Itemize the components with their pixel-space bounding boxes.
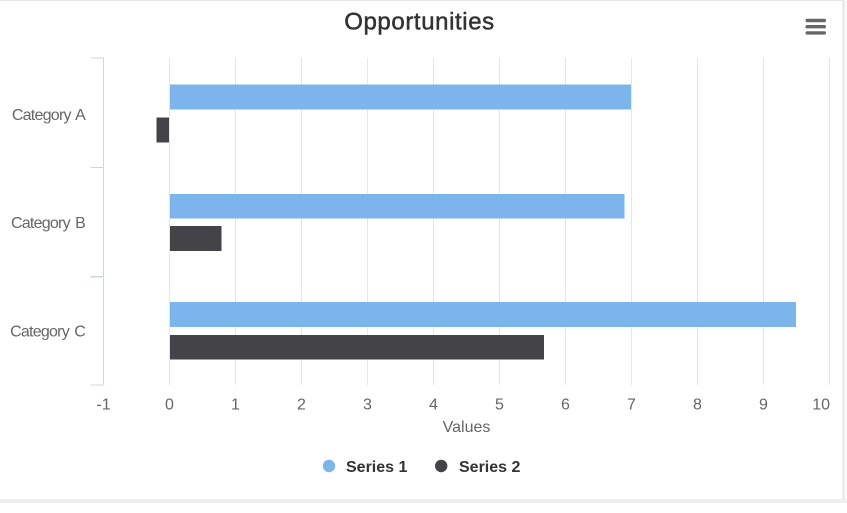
svg-text:-1: -1 xyxy=(96,397,110,414)
svg-text:Series 1: Series 1 xyxy=(346,459,407,476)
svg-text:0: 0 xyxy=(165,397,174,414)
svg-text:2: 2 xyxy=(297,397,306,414)
svg-text:5: 5 xyxy=(495,397,504,414)
svg-text:9: 9 xyxy=(759,397,768,414)
svg-text:Series 2: Series 2 xyxy=(459,459,520,476)
svg-text:1: 1 xyxy=(231,397,240,414)
svg-text:3: 3 xyxy=(363,397,372,414)
svg-text:Opportunities: Opportunities xyxy=(344,9,495,36)
svg-text:Category A: Category A xyxy=(12,107,86,124)
svg-text:10: 10 xyxy=(812,397,830,414)
svg-text:Category C: Category C xyxy=(10,324,85,341)
svg-text:7: 7 xyxy=(627,397,636,414)
svg-text:4: 4 xyxy=(429,397,438,414)
svg-text:8: 8 xyxy=(693,397,702,414)
svg-text:6: 6 xyxy=(561,397,570,414)
svg-text:Category B: Category B xyxy=(11,215,85,232)
svg-text:Values: Values xyxy=(443,419,491,436)
